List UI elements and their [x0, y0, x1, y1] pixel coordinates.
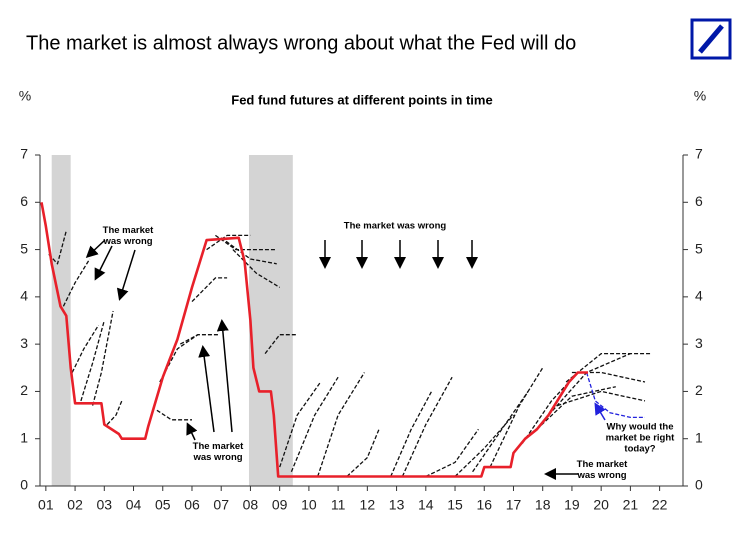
y-tick-label: 3	[20, 335, 28, 351]
y-tick-label: 1	[20, 429, 28, 445]
annotation: was wrong	[102, 236, 152, 247]
x-tick-label: 21	[623, 497, 639, 513]
y2-tick-label: 0	[695, 477, 703, 493]
arrow	[85, 239, 106, 259]
futures-curve	[585, 372, 645, 419]
x-tick-label: 09	[272, 497, 288, 513]
futures-curve	[159, 334, 199, 383]
y-tick-label: 7	[20, 146, 28, 162]
logo-box	[690, 18, 732, 60]
y-tick-label: 5	[20, 240, 28, 256]
y-tick-label: 2	[20, 382, 28, 398]
annotation: today?	[624, 444, 655, 455]
x-tick-label: 05	[155, 497, 171, 513]
futures-curve	[390, 391, 433, 477]
x-tick-label: 03	[97, 497, 113, 513]
chart-title: Fed fund futures at different points in …	[231, 92, 492, 107]
annotation: was wrong	[192, 452, 242, 463]
x-tick-label: 16	[476, 497, 492, 513]
futures-curve	[521, 372, 579, 444]
annotation: The market	[103, 225, 155, 236]
logo-slash	[698, 24, 724, 54]
annotation: The market	[577, 459, 629, 470]
x-tick-label: 12	[360, 497, 376, 513]
y-tick-label: 0	[20, 477, 28, 493]
futures-curve	[290, 376, 339, 473]
x-tick-label: 08	[243, 497, 259, 513]
futures-curve	[472, 391, 529, 473]
futures-curve	[565, 352, 651, 383]
x-tick-label: 11	[331, 497, 346, 513]
annotation: Why would the	[606, 422, 673, 433]
arrow	[94, 245, 113, 281]
annotation: The market	[193, 441, 245, 452]
x-tick-label: 01	[38, 497, 54, 513]
futures-curve	[191, 277, 228, 303]
arrow	[216, 319, 233, 433]
x-tick-label: 20	[593, 497, 609, 513]
x-tick-label: 19	[564, 497, 580, 513]
x-tick-label: 04	[126, 497, 142, 513]
fed-funds-line	[40, 202, 588, 478]
y2-tick-label: 3	[695, 335, 703, 351]
x-tick-label: 13	[389, 497, 405, 513]
x-tick-label: 14	[418, 497, 434, 513]
futures-curve	[425, 428, 479, 478]
x-tick-label: 07	[213, 497, 229, 513]
y-tick-label: 4	[20, 288, 28, 304]
arrow	[116, 249, 136, 301]
futures-curve	[489, 367, 544, 468]
futures-curve	[71, 324, 100, 373]
annotation: The market was wrong	[344, 221, 447, 232]
arrow	[198, 345, 215, 433]
futures-curve	[80, 320, 105, 402]
futures-curve	[279, 381, 322, 468]
arrow	[594, 402, 606, 421]
futures-curve	[264, 334, 298, 354]
futures-curve	[91, 310, 114, 406]
y2-tick-label: 1	[695, 429, 703, 445]
logo	[690, 18, 732, 60]
y-tick-label: 6	[20, 193, 28, 209]
futures-curve	[62, 258, 91, 307]
futures-curve	[220, 237, 277, 265]
futures-curve	[206, 234, 251, 251]
y2-tick-label: 6	[695, 193, 703, 209]
futures-curve	[232, 249, 281, 288]
x-tick-label: 06	[184, 497, 200, 513]
x-tick-label: 15	[447, 497, 463, 513]
y2-axis-label: %	[694, 88, 706, 104]
shaded-period	[248, 155, 293, 486]
x-tick-label: 17	[506, 497, 522, 513]
y-axis-label: %	[19, 88, 31, 104]
futures-curve	[48, 230, 67, 265]
x-tick-label: 10	[301, 497, 317, 513]
futures-curve	[454, 414, 514, 477]
x-tick-label: 02	[67, 497, 83, 513]
arrow	[186, 422, 198, 441]
shaded-period	[51, 155, 71, 486]
y2-tick-label: 7	[695, 146, 703, 162]
y2-tick-label: 2	[695, 382, 703, 398]
annotation: market be right	[606, 433, 675, 444]
futures-curve	[156, 409, 192, 421]
y2-tick-label: 4	[695, 288, 703, 304]
page-title: The market is almost always wrong about …	[26, 32, 576, 54]
x-tick-label: 18	[535, 497, 551, 513]
futures-curve	[557, 390, 646, 407]
futures-curve	[317, 372, 365, 477]
futures-curve	[536, 386, 616, 430]
futures-curve	[401, 376, 453, 477]
futures-curve	[346, 429, 380, 477]
y2-tick-label: 5	[695, 240, 703, 256]
futures-curve	[179, 334, 219, 345]
annotation: was wrong	[576, 470, 626, 481]
x-tick-label: 22	[652, 497, 668, 513]
futures-curve	[106, 400, 123, 425]
